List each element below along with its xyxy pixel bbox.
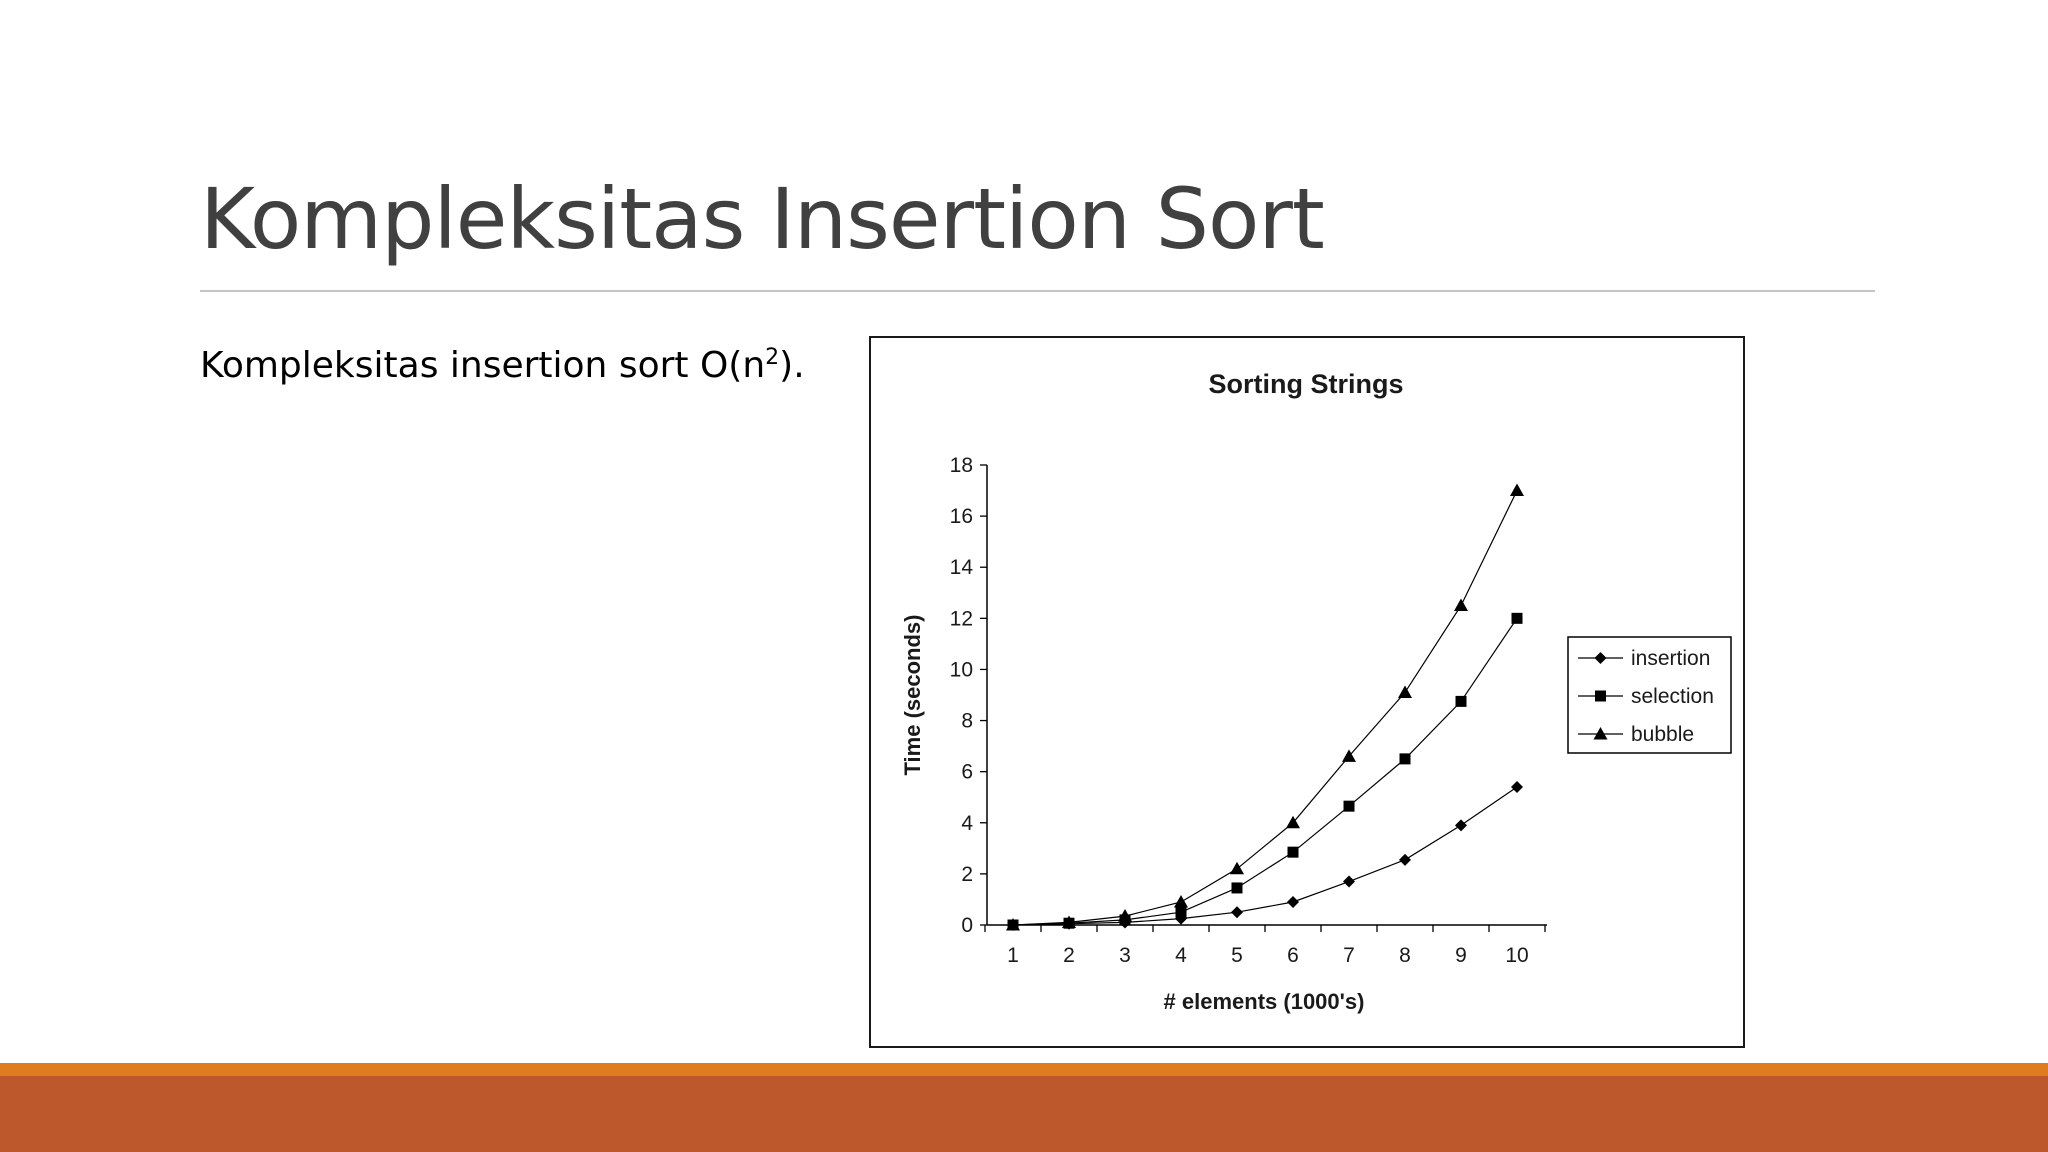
data-point-bubble — [1286, 815, 1300, 829]
data-point-bubble — [1510, 483, 1524, 497]
legend-marker-insertion — [1594, 652, 1607, 664]
x-tick-label: 9 — [1455, 944, 1467, 967]
y-tick-label: 14 — [950, 556, 974, 579]
data-point-insertion — [1399, 853, 1411, 866]
legend: insertion selection bubble — [1567, 636, 1732, 754]
data-point-bubble — [1454, 598, 1468, 612]
y-tick-label: 8 — [961, 710, 973, 733]
x-tick-label: 8 — [1399, 944, 1411, 967]
y-tick-label: 18 — [950, 454, 973, 477]
series-layer — [1006, 483, 1524, 931]
data-point-bubble — [1398, 685, 1412, 698]
series-insertion — [1007, 781, 1523, 931]
y-axis-label: Time (seconds) — [900, 615, 925, 776]
x-tick-label: 7 — [1343, 944, 1355, 967]
y-tick-label: 4 — [961, 812, 973, 835]
x-tick-label: 6 — [1287, 944, 1299, 967]
data-point-bubble — [1118, 909, 1132, 922]
y-axis-ticks: 0 2 4 6 8 10 12 14 16 18 — [950, 454, 987, 937]
data-point-selection — [1455, 695, 1467, 707]
body-text-end: ). — [779, 345, 805, 386]
y-tick-label: 6 — [961, 761, 973, 784]
x-tick-label: 1 — [1007, 944, 1019, 967]
x-axis-ticks: 1 2 3 4 5 6 7 8 9 10 — [984, 925, 1546, 967]
data-point-selection — [1175, 906, 1187, 918]
series-selection — [1007, 612, 1523, 931]
footer-band-top — [0, 1063, 2048, 1076]
data-point-insertion — [1231, 906, 1243, 919]
data-point-bubble — [1342, 749, 1356, 762]
data-point-selection — [1343, 800, 1355, 812]
y-tick-label: 10 — [950, 658, 973, 681]
data-point-bubble — [1174, 895, 1188, 908]
title-divider — [200, 290, 1875, 292]
x-tick-label: 2 — [1063, 944, 1075, 967]
x-tick-label: 4 — [1175, 944, 1187, 967]
body-text-exponent: 2 — [765, 345, 780, 370]
legend-marker-selection — [1595, 690, 1606, 702]
data-point-bubble — [1006, 918, 1020, 931]
data-point-selection — [1287, 846, 1299, 858]
series-bubble — [1006, 483, 1524, 931]
x-tick-label: 3 — [1119, 944, 1131, 967]
data-point-bubble — [1062, 915, 1076, 928]
x-axis-label: # elements (1000's) — [1164, 989, 1365, 1014]
x-tick-label: 10 — [1505, 944, 1528, 967]
x-tick-label: 5 — [1231, 944, 1243, 967]
data-point-insertion — [1343, 875, 1355, 888]
series-line-selection — [1012, 617, 1518, 926]
y-tick-label: 2 — [961, 863, 973, 886]
legend-label-insertion: insertion — [1631, 647, 1710, 670]
data-point-selection — [1231, 882, 1243, 894]
series-line-bubble — [1012, 490, 1518, 926]
data-point-bubble — [1230, 861, 1244, 875]
legend-label-selection: selection — [1631, 685, 1714, 708]
body-text-main: Kompleksitas insertion sort O(n — [200, 345, 766, 386]
y-tick-label: 12 — [950, 607, 973, 630]
body-text: Kompleksitas insertion sort O(n2). — [200, 345, 805, 386]
footer-band-bottom — [0, 1076, 2048, 1152]
chart-title: Sorting Strings — [1209, 369, 1404, 399]
slide-title: Kompleksitas Insertion Sort — [200, 170, 1325, 268]
legend-label-bubble: bubble — [1631, 723, 1694, 746]
legend-marker-bubble — [1593, 727, 1608, 740]
data-point-insertion — [1511, 781, 1523, 793]
data-point-selection — [1399, 753, 1411, 765]
data-point-insertion — [1455, 819, 1467, 832]
series-line-insertion — [1012, 786, 1518, 926]
data-point-insertion — [1287, 896, 1299, 908]
y-tick-label: 0 — [961, 914, 973, 937]
data-point-selection — [1511, 612, 1523, 624]
y-tick-label: 16 — [950, 505, 973, 528]
